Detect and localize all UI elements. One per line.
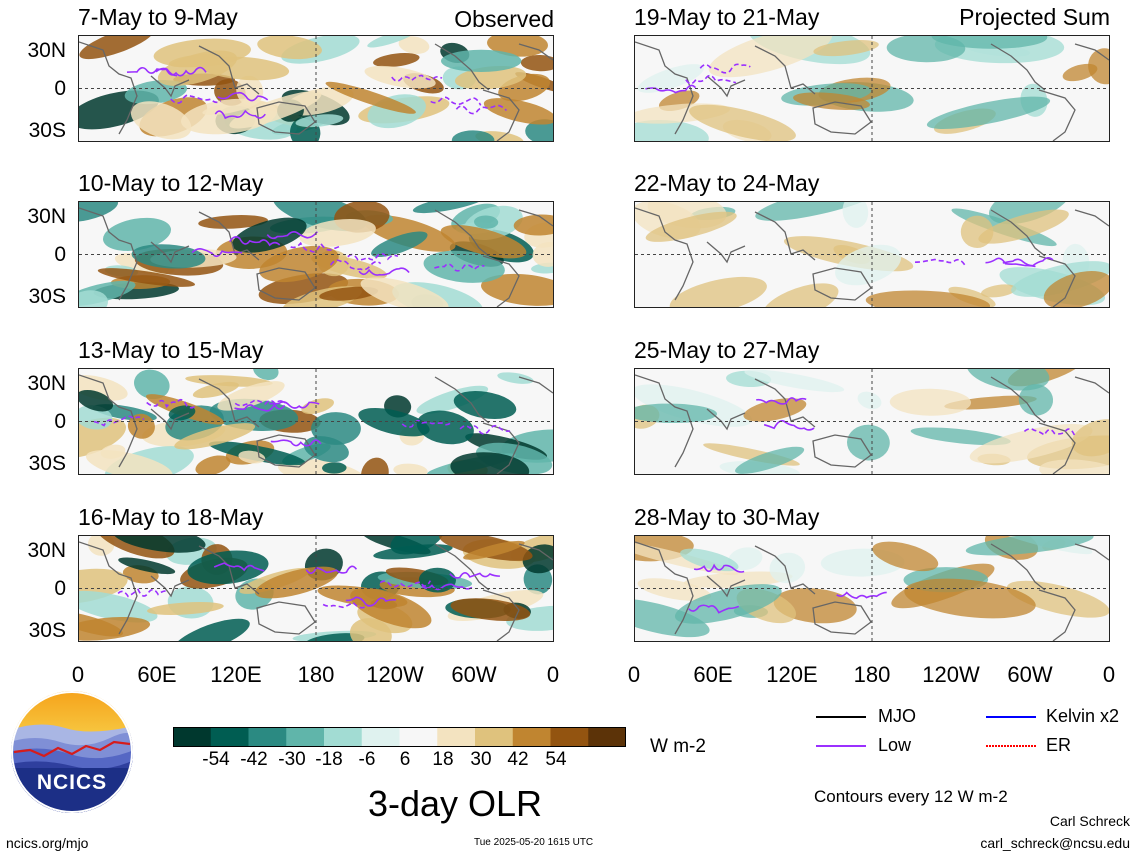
legend-label: Low	[878, 735, 912, 755]
olr-field	[79, 36, 553, 141]
main-title: 3-day OLR	[367, 783, 543, 824]
contour-note: Contours every 12 W m-2	[814, 787, 1008, 806]
panel-title: 7-May to 9-May	[78, 4, 238, 30]
olr-map	[78, 35, 554, 142]
y-tick-label: 30S	[28, 285, 66, 308]
colorbar-swatch	[437, 727, 476, 747]
colorbar-swatch	[361, 727, 400, 747]
footer-url[interactable]: ncics.org/mjo	[6, 835, 89, 851]
colorbar-swatch	[324, 727, 363, 747]
footer-author: Carl Schreck	[1049, 813, 1130, 829]
colorbar-swatch	[399, 727, 438, 747]
y-tick-label: 30N	[27, 372, 66, 395]
olr-field	[79, 369, 553, 474]
x-tick-label: 0	[1102, 662, 1116, 687]
olr-map	[634, 535, 1110, 642]
olr-field	[635, 536, 1109, 641]
olr-field	[79, 202, 553, 307]
colorbar-label: -18	[315, 749, 343, 770]
olr-map	[78, 368, 554, 475]
ncics-logo: NCICS	[10, 690, 134, 814]
y-tick-label: 30S	[28, 452, 66, 475]
olr-map	[634, 201, 1110, 308]
panel-title: 10-May to 12-May	[78, 170, 264, 196]
panel-tag-observed: Observed	[454, 6, 554, 32]
olr-field	[635, 202, 1109, 307]
footer-email[interactable]: carl_schreck@ncsu.edu	[980, 835, 1130, 851]
x-tick-label: 0	[546, 662, 560, 687]
colorbar-swatch	[512, 727, 551, 747]
panel-tag-projected: Projected Sum	[959, 4, 1110, 30]
footer-timestamp: Tue 2025-05-20 1615 UTC	[474, 837, 594, 848]
olr-field	[79, 536, 553, 641]
colorbar-label: -6	[358, 749, 376, 770]
olr-map	[634, 35, 1110, 142]
colorbar-label: -54	[202, 749, 230, 770]
colorbar-label: 42	[507, 749, 529, 770]
colorbar-label: 6	[399, 749, 411, 770]
colorbar-label: 54	[545, 749, 567, 770]
colorbar-swatch	[248, 727, 287, 747]
y-tick-label: 30N	[27, 39, 66, 62]
x-tick-label: 60W	[451, 662, 497, 687]
olr-field	[635, 36, 1109, 141]
olr-map	[78, 535, 554, 642]
x-tick-label: 180	[853, 662, 891, 687]
panel-title: 16-May to 18-May	[78, 504, 264, 530]
x-tick-label: 120E	[766, 662, 818, 687]
colorbar-label: -30	[278, 749, 306, 770]
panel-title: 13-May to 15-May	[78, 337, 264, 363]
y-tick-label: 0	[54, 243, 66, 266]
legend-label: MJO	[878, 706, 916, 726]
x-tick-label: 0	[627, 662, 641, 687]
olr-map	[78, 201, 554, 308]
colorbar-units: W m-2	[650, 736, 706, 757]
x-tick-label: 0	[71, 662, 85, 687]
colorbar-scale	[173, 727, 626, 747]
panel-title: 19-May to 21-May	[634, 4, 820, 30]
panel-title: 22-May to 24-May	[634, 170, 820, 196]
legend-label: Kelvin x2	[1046, 706, 1120, 726]
colorbar-swatch	[588, 727, 626, 747]
colorbar-border	[173, 727, 626, 747]
legend-line-low	[816, 745, 866, 747]
legend-line-mjo	[816, 716, 866, 718]
ncics-logo-icon	[11, 691, 133, 813]
colorbar-swatch	[286, 727, 325, 747]
olr-map	[634, 368, 1110, 475]
logo-text: NCICS	[36, 771, 108, 794]
y-tick-label: 30S	[28, 619, 66, 642]
y-tick-label: 0	[54, 77, 66, 100]
olr-field	[635, 369, 1109, 474]
panel-title: 25-May to 27-May	[634, 337, 820, 363]
x-tick-label: 60E	[693, 662, 733, 687]
legend-line-er	[986, 745, 1036, 747]
legend-line-kelvin	[986, 716, 1036, 718]
y-tick-label: 30S	[28, 119, 66, 142]
x-tick-label: 120E	[210, 662, 262, 687]
x-tick-label: 120W	[366, 662, 424, 687]
y-tick-label: 0	[54, 577, 66, 600]
colorbar-label: -42	[240, 749, 268, 770]
x-tick-label: 120W	[922, 662, 980, 687]
y-tick-label: 30N	[27, 539, 66, 562]
colorbar-swatch	[173, 727, 212, 747]
colorbar-swatch	[475, 727, 514, 747]
colorbar-label: 30	[470, 749, 492, 770]
legend-label: ER	[1046, 735, 1072, 755]
colorbar-swatch	[210, 727, 249, 747]
x-tick-label: 60E	[137, 662, 177, 687]
y-tick-label: 30N	[27, 205, 66, 228]
colorbar-label: 18	[432, 749, 454, 770]
x-tick-label: 180	[297, 662, 335, 687]
y-tick-label: 0	[54, 410, 66, 433]
x-tick-label: 60W	[1007, 662, 1053, 687]
panel-title: 28-May to 30-May	[634, 504, 820, 530]
colorbar-swatch	[550, 727, 589, 747]
